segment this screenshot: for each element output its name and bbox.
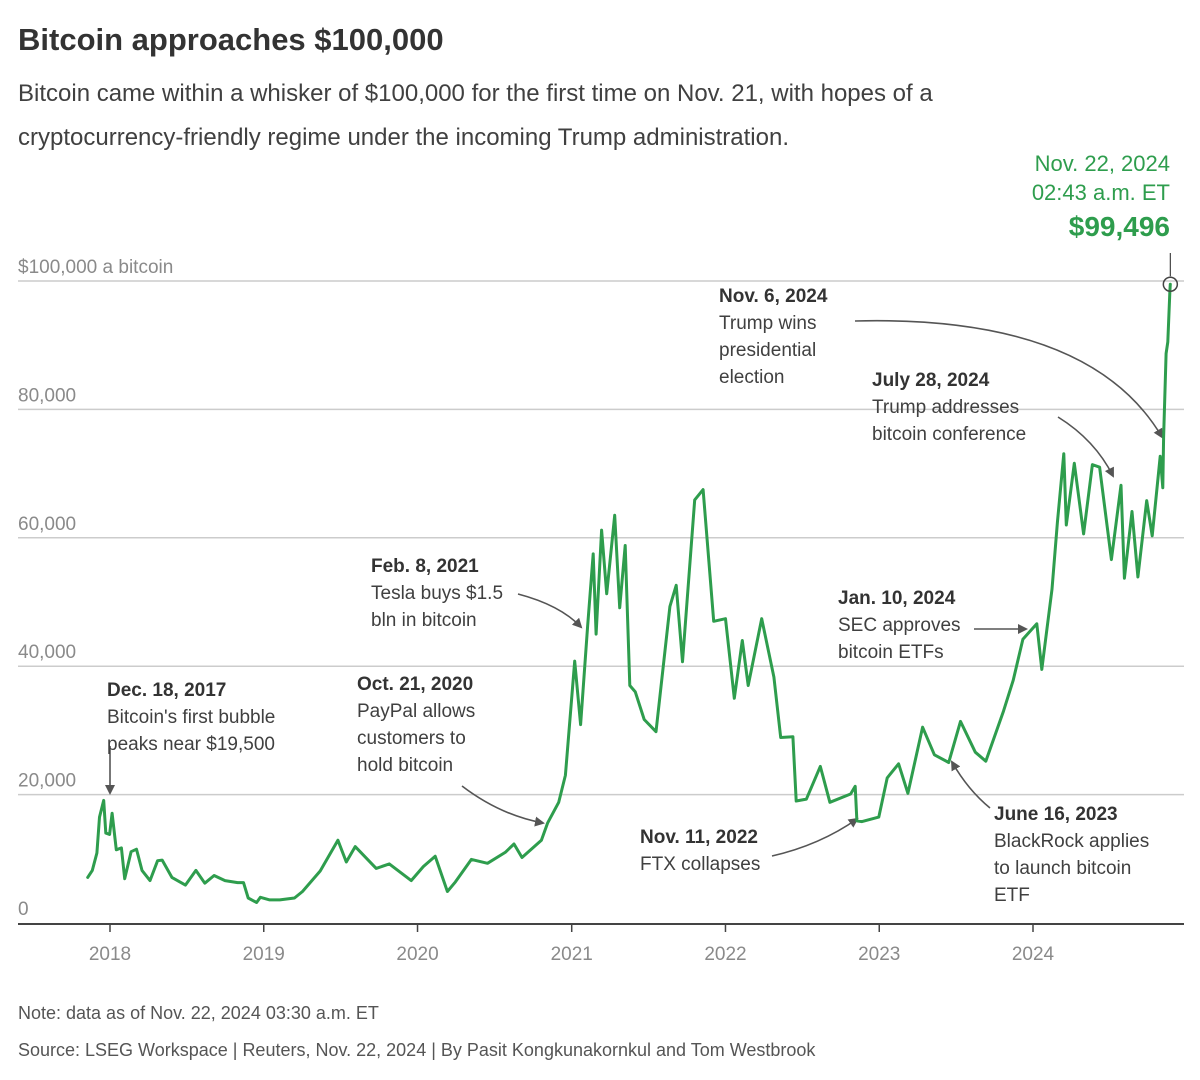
chart-note: Note: data as of Nov. 22, 2024 03:30 a.m… [18, 1003, 379, 1023]
annotation-text: to launch bitcoin [994, 858, 1131, 879]
annotation: Nov. 6, 2024 Trump wins presidential electi… [719, 286, 828, 388]
annotation-arrows [105, 319, 1164, 857]
annotation-text: Trump wins [719, 313, 816, 334]
y-axis: 0 20,000 40,000 60,000 80,000 $100,000 a bitc… [18, 257, 173, 920]
annotation-text: election [719, 367, 785, 388]
annotation: July 28, 2024 Trump addresses bitcoin conf… [872, 370, 1026, 445]
x-axis: 2018 2019 2020 2021 2022 2023 2024 [18, 923, 1184, 965]
annotation-text: SEC approves [838, 615, 961, 636]
annotation-text: bitcoin ETFs [838, 642, 944, 663]
price-line [86, 282, 1172, 904]
latest-point-marker [1162, 276, 1179, 292]
latest-value-label: $99,496 [1069, 211, 1170, 242]
annotation-date: Oct. 21, 2020 [357, 674, 473, 695]
annotation-arrow [517, 593, 583, 629]
chart-subtitle: Bitcoin came within a whisker of $100,00… [18, 80, 933, 151]
annotation-arrow [854, 319, 1164, 439]
annotation-text: customers to [357, 728, 466, 749]
annotation-text: Tesla buys $1.5 [371, 583, 503, 604]
annotation-text: PayPal allows [357, 701, 475, 722]
y-tick-label: 40,000 [18, 642, 76, 663]
x-tick-label: 2019 [243, 944, 285, 965]
price-line-layer [86, 282, 1172, 904]
x-tick-label: 2020 [396, 944, 438, 965]
y-tick-label: 60,000 [18, 514, 76, 535]
annotation-arrow [461, 785, 545, 827]
annotation-text: presidential [719, 340, 816, 361]
annotation-text: hold bitcoin [357, 755, 453, 776]
x-tick-label: 2023 [858, 944, 900, 965]
annotation-text: bitcoin conference [872, 424, 1026, 445]
y-tick-label: 20,000 [18, 771, 76, 792]
annotation-date: Nov. 6, 2024 [719, 286, 828, 307]
annotations: Dec. 18, 2017 Bitcoin's first bubble peaks… [107, 286, 1149, 906]
annotation-date: Nov. 11, 2022 [640, 827, 758, 848]
annotation-text: Trump addresses [872, 397, 1019, 418]
annotation-text: peaks near $19,500 [107, 734, 275, 755]
annotation: June 16, 2023 BlackRock applies to launch … [994, 804, 1149, 906]
annotation-date: Dec. 18, 2017 [107, 680, 226, 701]
annotation-arrow [1057, 416, 1114, 478]
annotation-text: Bitcoin's first bubble [107, 707, 275, 728]
annotation: Nov. 11, 2022 FTX collapses [640, 827, 760, 875]
annotation-text: BlackRock applies [994, 831, 1149, 852]
x-tick-label: 2018 [89, 944, 131, 965]
latest-price-callout: Nov. 22, 2024 02:43 a.m. ET $99,496 [1032, 151, 1179, 292]
annotation-text: FTX collapses [640, 854, 760, 875]
annotation-date: July 28, 2024 [872, 370, 990, 391]
annotation-arrow [951, 760, 991, 809]
y-tick-label: 80,000 [18, 385, 76, 406]
annotation: Dec. 18, 2017 Bitcoin's first bubble peaks… [107, 680, 275, 755]
annotation: Feb. 8, 2021 Tesla buys $1.5 bln in bitcoi… [371, 556, 503, 631]
y-tick-label: 0 [18, 899, 29, 920]
x-tick-label: 2021 [551, 944, 593, 965]
annotation-arrow [771, 817, 859, 857]
bitcoin-price-chart: 0 20,000 40,000 60,000 80,000 $100,000 a bitc… [18, 151, 1184, 965]
x-tick-label: 2024 [1012, 944, 1055, 965]
annotation-text: bln in bitcoin [371, 610, 477, 631]
latest-date-label: Nov. 22, 2024 [1035, 151, 1170, 176]
chart-title: Bitcoin approaches $100,000 [18, 22, 444, 57]
annotation-date: Jan. 10, 2024 [838, 588, 956, 609]
y-tick-label: $100,000 a bitcoin [18, 257, 173, 278]
annotation-text: ETF [994, 885, 1030, 906]
x-tick-label: 2022 [704, 944, 746, 965]
chart-source: Source: LSEG Workspace | Reuters, Nov. 2… [18, 1040, 816, 1060]
annotation: Oct. 21, 2020 PayPal allows customers to ho… [357, 674, 475, 776]
annotation-date: Feb. 8, 2021 [371, 556, 479, 577]
annotation: Jan. 10, 2024 SEC approves bitcoin ETFs [838, 588, 961, 663]
latest-time-label: 02:43 a.m. ET [1032, 180, 1170, 205]
annotation-date: June 16, 2023 [994, 804, 1118, 825]
y-gridlines [18, 280, 1184, 796]
